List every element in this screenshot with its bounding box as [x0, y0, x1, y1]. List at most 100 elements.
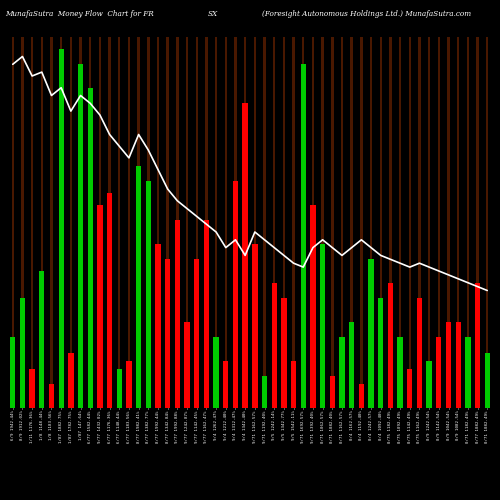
Bar: [107, 193, 112, 408]
Bar: [476, 37, 479, 408]
Bar: [97, 204, 102, 408]
Bar: [310, 204, 316, 408]
Bar: [60, 37, 62, 408]
Bar: [438, 37, 440, 408]
Bar: [196, 37, 198, 408]
Bar: [457, 37, 460, 408]
Bar: [78, 64, 83, 408]
Bar: [340, 338, 344, 407]
Bar: [88, 88, 93, 407]
Bar: [118, 37, 120, 408]
Bar: [116, 368, 122, 408]
Bar: [448, 37, 450, 408]
Bar: [244, 37, 246, 408]
Bar: [40, 37, 43, 408]
Bar: [49, 384, 54, 407]
Bar: [12, 37, 14, 408]
Bar: [331, 37, 334, 408]
Bar: [417, 298, 422, 408]
Bar: [165, 260, 170, 408]
Bar: [426, 360, 432, 408]
Bar: [320, 244, 326, 408]
Bar: [312, 37, 314, 408]
Text: SX: SX: [208, 10, 218, 18]
Bar: [157, 37, 159, 408]
Bar: [282, 37, 285, 408]
Bar: [475, 282, 480, 408]
Bar: [350, 37, 353, 408]
Bar: [234, 37, 236, 408]
Bar: [80, 37, 82, 408]
Bar: [486, 37, 488, 408]
Bar: [292, 37, 295, 408]
Bar: [254, 37, 256, 408]
Bar: [272, 282, 277, 408]
Bar: [252, 244, 258, 408]
Bar: [156, 244, 160, 408]
Bar: [273, 37, 276, 408]
Text: (Foresight Autonomous Holdings Ltd.) MunafaSutra.com: (Foresight Autonomous Holdings Ltd.) Mun…: [262, 10, 472, 18]
Bar: [20, 298, 25, 408]
Bar: [484, 353, 490, 408]
Bar: [446, 322, 451, 408]
Bar: [136, 166, 141, 408]
Bar: [262, 376, 267, 408]
Bar: [21, 37, 24, 408]
Bar: [89, 37, 92, 408]
Bar: [126, 360, 132, 408]
Bar: [389, 37, 392, 408]
Bar: [174, 220, 180, 408]
Bar: [378, 298, 384, 408]
Bar: [436, 338, 442, 407]
Bar: [138, 37, 140, 408]
Bar: [186, 37, 188, 408]
Bar: [98, 37, 101, 408]
Bar: [223, 360, 228, 408]
Bar: [428, 37, 430, 408]
Bar: [31, 37, 34, 408]
Bar: [341, 37, 343, 408]
Bar: [368, 260, 374, 408]
Bar: [388, 282, 393, 408]
Bar: [205, 37, 208, 408]
Bar: [399, 37, 402, 408]
Bar: [68, 353, 73, 408]
Bar: [147, 37, 150, 408]
Bar: [214, 338, 219, 407]
Text: MunafaSutra  Money Flow  Chart for FR: MunafaSutra Money Flow Chart for FR: [5, 10, 154, 18]
Bar: [465, 338, 470, 407]
Bar: [204, 220, 209, 408]
Bar: [370, 37, 372, 408]
Bar: [398, 338, 403, 407]
Bar: [30, 368, 35, 408]
Bar: [418, 37, 420, 408]
Bar: [408, 37, 411, 408]
Bar: [50, 37, 52, 408]
Bar: [224, 37, 227, 408]
Bar: [322, 37, 324, 408]
Bar: [291, 360, 296, 408]
Bar: [300, 64, 306, 408]
Bar: [358, 384, 364, 407]
Bar: [281, 298, 286, 408]
Bar: [456, 322, 461, 408]
Bar: [176, 37, 178, 408]
Bar: [166, 37, 169, 408]
Bar: [10, 338, 16, 407]
Bar: [215, 37, 218, 408]
Bar: [108, 37, 111, 408]
Bar: [264, 37, 266, 408]
Bar: [146, 182, 151, 408]
Bar: [360, 37, 362, 408]
Bar: [242, 104, 248, 408]
Bar: [466, 37, 469, 408]
Bar: [128, 37, 130, 408]
Bar: [407, 368, 412, 408]
Bar: [233, 182, 238, 408]
Bar: [39, 271, 44, 407]
Bar: [380, 37, 382, 408]
Bar: [184, 322, 190, 408]
Bar: [194, 260, 200, 408]
Bar: [70, 37, 72, 408]
Bar: [58, 48, 64, 408]
